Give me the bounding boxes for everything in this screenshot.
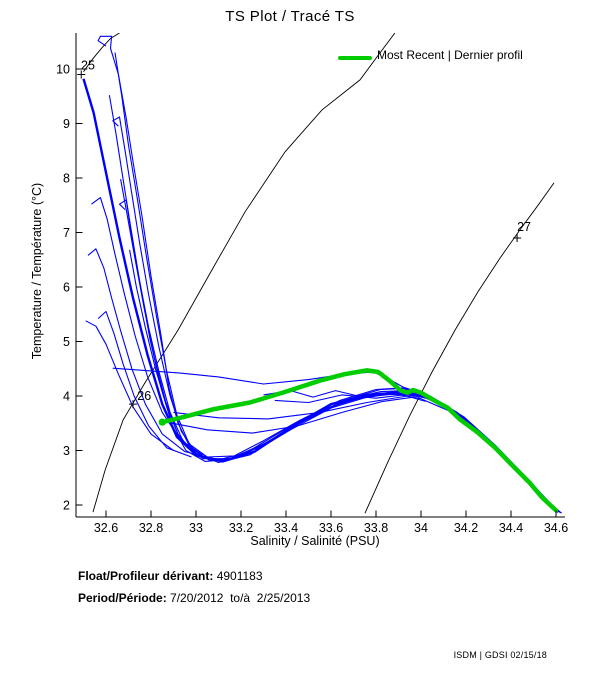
density-contour-25 — [83, 33, 120, 72]
x-tick-label: 33.4 — [274, 521, 298, 535]
x-axis-label: Salinity / Salinité (PSU) — [250, 534, 380, 548]
contour-marker-27 — [513, 233, 522, 242]
x-tick-label: 34 — [414, 521, 428, 535]
contour-label-26: 26 — [137, 389, 151, 403]
x-tick-label: 32.8 — [139, 521, 163, 535]
profile-line — [173, 395, 408, 420]
profile-line — [166, 396, 415, 434]
profile-line — [118, 199, 561, 514]
density-contour-27 — [364, 182, 555, 514]
contour-marker-26 — [129, 400, 137, 409]
profile-line — [129, 249, 561, 514]
x-tick-label: 33.8 — [364, 521, 388, 535]
float-id-row: Float/Profileur dérivant: 4901183 — [78, 569, 263, 583]
issuer-stamp: ISDM | GDSI 02/15/18 — [453, 650, 547, 660]
legend-line-swatch — [338, 56, 372, 60]
period-row: Period/Période: 7/20/2012 to/à 2/25/2013 — [78, 591, 310, 605]
period-label: Period/Période: — [78, 591, 167, 605]
period-value: 7/20/2012 to/à 2/25/2013 — [170, 591, 311, 605]
most-recent-profile-line — [160, 368, 559, 513]
profile-line — [112, 116, 557, 511]
y-tick-label: 8 — [63, 172, 70, 186]
x-tick-label: 34.6 — [544, 521, 568, 535]
legend-label: Most Recent | Dernier profil — [377, 48, 523, 62]
float-id-value: 4901183 — [216, 569, 263, 583]
y-tick-label: 5 — [63, 335, 70, 349]
contour-label-25: 25 — [81, 59, 95, 73]
y-tick-label: 7 — [63, 226, 70, 240]
x-tick-label: 32.6 — [94, 521, 118, 535]
x-tick-label: 33.2 — [229, 521, 253, 535]
contour-marker-25 — [77, 70, 86, 79]
y-tick-label: 2 — [63, 499, 70, 513]
profile-line — [97, 310, 192, 458]
plot-title: TS Plot / Tracé TS — [225, 8, 355, 25]
profile-line — [120, 179, 560, 513]
profile-line — [274, 394, 426, 404]
profile-line — [87, 248, 212, 459]
y-tick-label: 3 — [63, 444, 70, 458]
x-tick-label: 33 — [189, 521, 203, 535]
y-tick-label: 10 — [56, 63, 70, 77]
y-tick-label: 4 — [63, 390, 70, 404]
profile-line — [85, 320, 174, 451]
x-tick-label: 33.6 — [319, 521, 343, 535]
contour-label-27: 27 — [517, 220, 531, 234]
density-contour-26 — [92, 33, 396, 513]
y-axis-label: Temperature / Température (°C) — [30, 182, 44, 360]
most-recent-start-dot — [158, 418, 166, 426]
y-tick-label: 9 — [63, 117, 70, 131]
x-tick-label: 34.4 — [499, 521, 523, 535]
x-tick-label: 34.2 — [454, 521, 478, 535]
y-tick-label: 6 — [63, 281, 70, 295]
profile-line — [91, 197, 204, 456]
float-id-label: Float/Profileur dérivant: — [78, 569, 214, 583]
profile-line — [108, 95, 562, 514]
